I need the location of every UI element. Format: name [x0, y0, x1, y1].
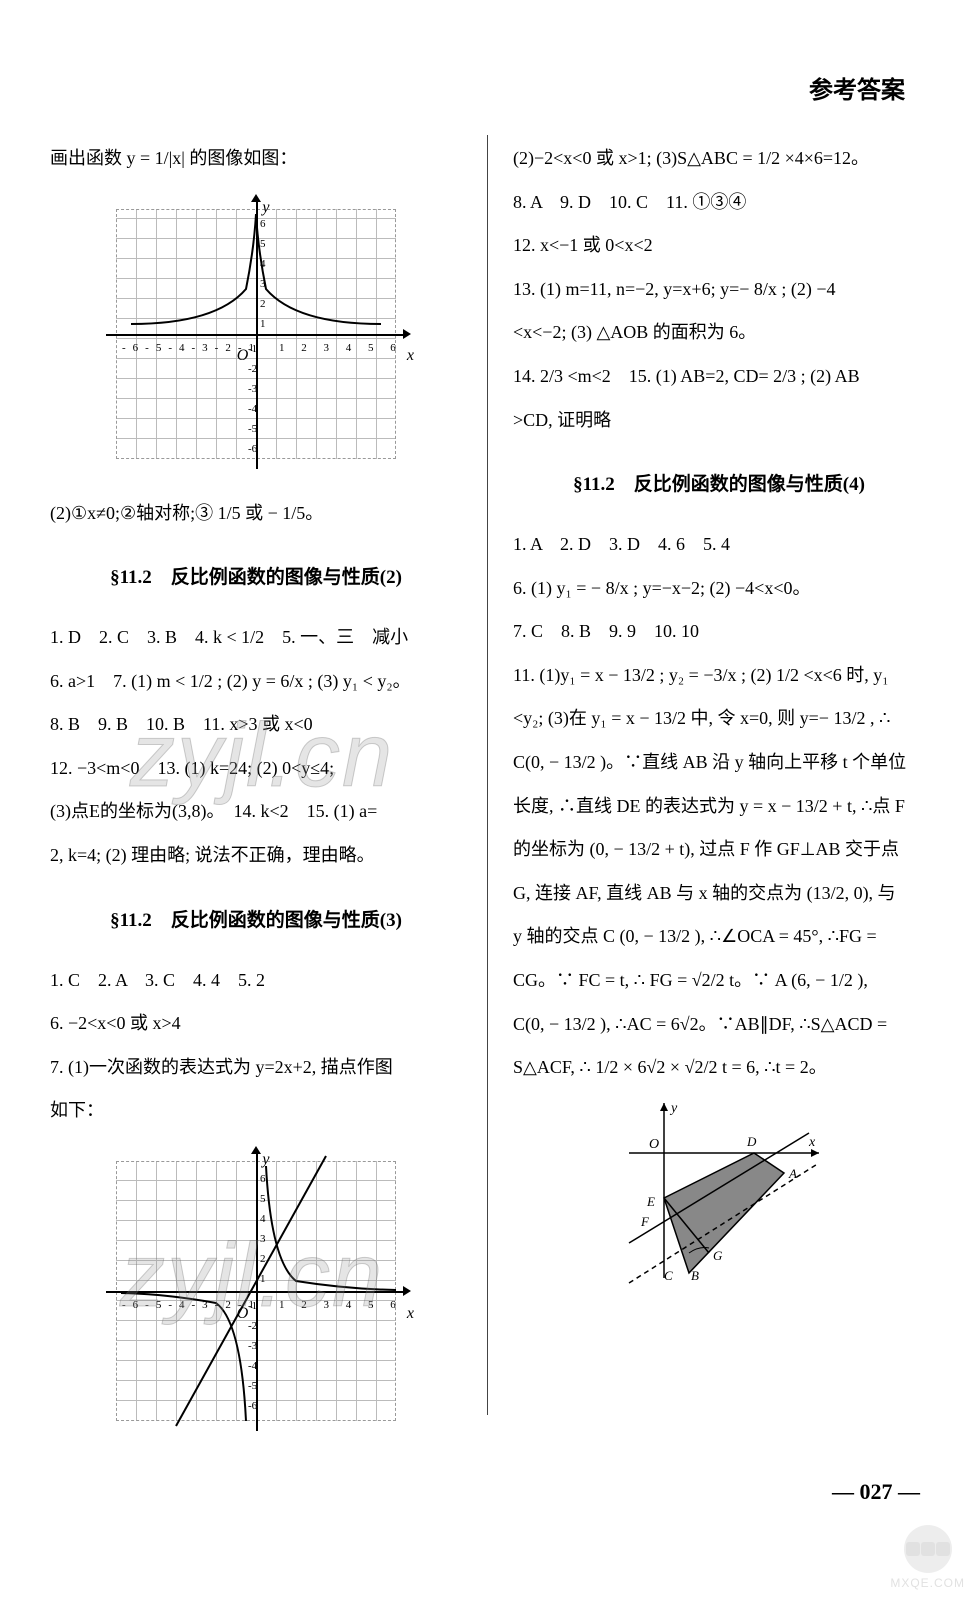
r-item: 1. A 2. D 3. D 4. 6 5. 4	[513, 525, 925, 565]
r-item: 长度, ∴直线 DE 的表达式为 y = x − 13/2 + t, ∴点 F	[513, 787, 925, 827]
answer-line-2: (2)①x≠0;②轴对称;③ 1/5 或 − 1/5。	[50, 494, 462, 534]
r-item: 11. (1)y₁ = x − 13/2 ; y₂ = −3/x ; (2) 1…	[513, 656, 925, 696]
logo-text: MXQE.COM	[890, 1576, 965, 1590]
two-column-layout: 画出函数 y = 1/|x| 的图像如图： y x O -6-5-4-3-2-1…	[50, 135, 925, 1456]
y-tick-labels-pos: 654321	[260, 1169, 266, 1289]
page-number: — 027 —	[832, 1479, 920, 1505]
page-header: 参考答案	[50, 70, 925, 105]
graph-2: y x O -6-5-4-3-2-1 1 2 3 4 5 6 654321 -1…	[96, 1141, 416, 1441]
r-item: CG。∵ FC = t, ∴ FG = √2/2 t。∵ A (6, − 1/2…	[513, 961, 925, 1001]
svg-text:x: x	[808, 1135, 816, 1150]
svg-text:E: E	[646, 1194, 655, 1209]
svg-text:O: O	[649, 1137, 659, 1152]
page: 参考答案 画出函数 y = 1/|x| 的图像如图： y x O -6-5-4-…	[0, 0, 975, 1600]
geometry-svg: O x y D A E F C B G	[609, 1098, 829, 1288]
section-4-header: §11.2 反比例函数的图像与性质(4)	[513, 465, 925, 505]
r-item: (2)−2<x<0 或 x>1; (3)S△ABC = 1/2 ×4×6=12。	[513, 139, 925, 179]
s3-item: 7. (1)一次函数的表达式为 y=2x+2, 描点作图	[50, 1048, 462, 1088]
r-item: 13. (1) m=11, n=−2, y=x+6; y=− 8/x ; (2)…	[513, 270, 925, 310]
r-item: C(0, − 13/2 )。∵直线 AB 沿 y 轴向上平移 t 个单位	[513, 743, 925, 783]
r-item: 6. (1) y₁ = − 8/x ; y=−x−2; (2) −4<x<0。	[513, 569, 925, 609]
svg-text:y: y	[669, 1101, 678, 1116]
svg-text:C: C	[664, 1268, 673, 1283]
x-tick-labels: -6-5-4-3-2-1 1 2 3 4 5 6	[122, 1294, 403, 1317]
y-tick-labels-neg: -1-2-3-4-5-6	[248, 1296, 257, 1416]
y-tick-labels-neg: -1-2-3-4-5-6	[248, 339, 257, 459]
svg-text:D: D	[746, 1134, 757, 1149]
section-3-header: §11.2 反比例函数的图像与性质(3)	[50, 901, 462, 941]
svg-text:G: G	[713, 1248, 723, 1263]
r-item: 14. 2/3 <m<2 15. (1) AB=2, CD= 2/3 ; (2)…	[513, 357, 925, 397]
r-item: S△ACF, ∴ 1/2 × 6√2 × √2/2 t = 6, ∴t = 2。	[513, 1048, 925, 1088]
logo-icon	[904, 1525, 952, 1573]
r-item: 7. C 8. B 9. 9 10. 10	[513, 612, 925, 652]
s3-item: 如下：	[50, 1091, 462, 1131]
svg-text:B: B	[691, 1268, 699, 1283]
section-2-header: §11.2 反比例函数的图像与性质(2)	[50, 558, 462, 598]
r-item: G, 连接 AF, 直线 AB 与 x 轴的交点为 (13/2, 0), 与	[513, 874, 925, 914]
r-item: <y₂; (3)在 y₁ = x − 13/2 中, 令 x=0, 则 y=− …	[513, 699, 925, 739]
s2-item: 12. −3<m<0 13. (1) k=24; (2) 0<y≤4;	[50, 749, 462, 789]
left-column: 画出函数 y = 1/|x| 的图像如图： y x O -6-5-4-3-2-1…	[50, 135, 462, 1456]
r-item: 的坐标为 (0, − 13/2 + t), 过点 F 作 GF⊥AB 交于点	[513, 830, 925, 870]
s2-item: 2, k=4; (2) 理由略; 说法不正确，理由略。	[50, 836, 462, 876]
s2-item: 1. D 2. C 3. B 4. k < 1/2 5. 一、三 减小	[50, 618, 462, 658]
x-tick-labels: -6-5-4-3-2-1 1 2 3 4 5 6	[122, 337, 403, 360]
svg-text:A: A	[788, 1166, 797, 1181]
right-column: (2)−2<x<0 或 x>1; (3)S△ABC = 1/2 ×4×6=12。…	[513, 135, 925, 1456]
intro-text: 画出函数 y = 1/|x| 的图像如图：	[50, 139, 462, 179]
r-item: C(0, − 13/2 ), ∴AC = 6√2。∵AB∥DF, ∴S△ACD …	[513, 1005, 925, 1045]
r-item: >CD, 证明略	[513, 401, 925, 441]
s2-item: (3)点E的坐标为(3,8)。 14. k<2 15. (1) a=	[50, 792, 462, 832]
y-tick-labels-pos: 654321	[260, 214, 266, 334]
s3-item: 6. −2<x<0 或 x>4	[50, 1004, 462, 1044]
r-item: <x<−2; (3) △AOB 的面积为 6。	[513, 313, 925, 353]
r-item: 8. A 9. D 10. C 11. ①③④	[513, 183, 925, 223]
column-divider	[487, 135, 488, 1415]
geometry-diagram: O x y D A E F C B G	[609, 1098, 829, 1288]
svg-text:F: F	[640, 1214, 650, 1229]
corner-logo: MXQE.COM	[890, 1525, 965, 1590]
graph-1: y x O -6-5-4-3-2-1 1 2 3 4 5 6 654321 -1…	[96, 189, 416, 479]
s2-item: 6. a>1 7. (1) m < 1/2 ; (2) y = 6/x ; (3…	[50, 662, 462, 702]
r-item: y 轴的交点 C (0, − 13/2 ), ∴∠OCA = 45°, ∴FG …	[513, 917, 925, 957]
s3-item: 1. C 2. A 3. C 4. 4 5. 2	[50, 961, 462, 1001]
r-item: 12. x<−1 或 0<x<2	[513, 226, 925, 266]
s2-item: 8. B 9. B 10. B 11. x>3 或 x<0	[50, 705, 462, 745]
